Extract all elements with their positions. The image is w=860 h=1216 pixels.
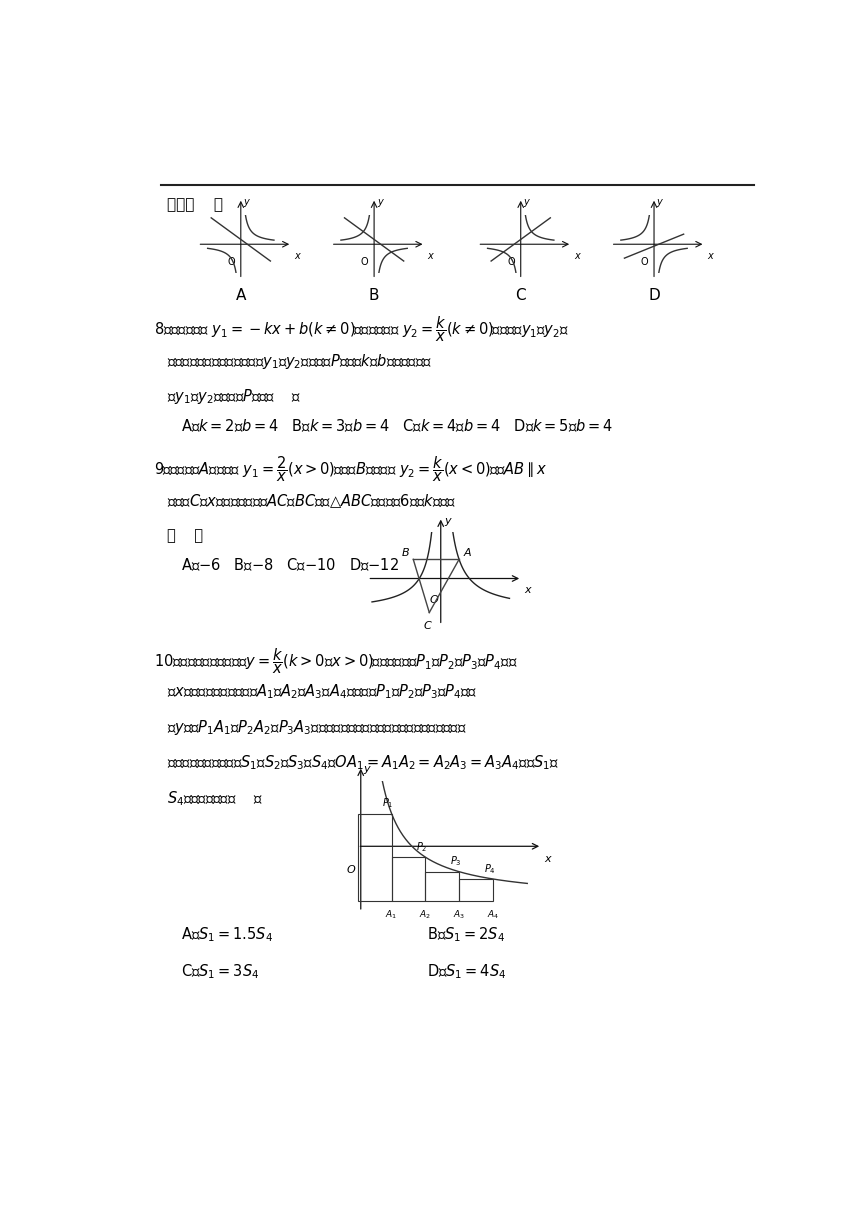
Text: D．$S_1=4S_4$: D．$S_1=4S_4$ [427, 962, 507, 981]
Text: $x$: $x$ [544, 854, 553, 863]
Text: y: y [377, 197, 383, 207]
Text: B．$S_1=2S_4$: B．$S_1=2S_4$ [427, 925, 506, 944]
Bar [426, 872, 459, 901]
Text: $O$: $O$ [346, 863, 356, 876]
Text: A．$k=2$，$b=4$   B．$k=3$，$b=4$   C．$k=4$，$b=4$   D．$k=5$，$b=4$: A．$k=2$，$b=4$ B．$k=3$，$b=4$ C．$k=4$，$b=4… [181, 417, 613, 434]
Text: 10．如图，过反比例函数$y=\dfrac{k}{x}$($k>0$，$x>0$)图象上的四点$P_1$，$P_2$，$P_3$，$P_4$分别: 10．如图，过反比例函数$y=\dfrac{k}{x}$($k>0$，$x>0$… [154, 647, 518, 676]
Text: $B$: $B$ [401, 546, 410, 558]
Text: A: A [236, 288, 246, 303]
Text: O: O [641, 258, 648, 268]
Text: $S_4$的数量关系为（    ）: $S_4$的数量关系为（ ） [168, 789, 263, 807]
Text: $P_2$: $P_2$ [416, 840, 427, 854]
Text: $y$: $y$ [444, 516, 453, 528]
Text: $P_3$: $P_3$ [450, 855, 462, 868]
Text: O: O [361, 258, 368, 268]
Text: D: D [648, 288, 660, 303]
Text: 的面积从左到右依次为$S_1$，$S_2$，$S_3$，$S_4$，$OA_1=A_1A_2=A_2A_3=A_3A_4$，则$S_1$与: 的面积从左到右依次为$S_1$，$S_2$，$S_3$，$S_4$，$OA_1=… [168, 754, 560, 772]
Text: $A_1$: $A_1$ [385, 908, 397, 921]
Text: $A_2$: $A_2$ [420, 908, 432, 921]
Text: x: x [707, 250, 713, 260]
Text: A．$S_1=1.5S_4$: A．$S_1=1.5S_4$ [181, 925, 273, 944]
Text: y: y [524, 197, 529, 207]
Text: 8．设一次函数 $y_1=-kx+b$($k\neq0$)，反比例函数 $y_2=\dfrac{k}{x}$($k\neq0$)．若函数$y_1$和$y_2$的: 8．设一次函数 $y_1=-kx+b$($k\neq0$)，反比例函数 $y_2… [154, 315, 569, 344]
Text: C．$S_1=3S_4$: C．$S_1=3S_4$ [181, 962, 259, 981]
Text: x: x [574, 250, 580, 260]
Text: $P_1$: $P_1$ [383, 796, 394, 810]
Text: x: x [427, 250, 433, 260]
Text: 轴，点$C$是$x$轴上一点，连接$AC$，$BC$，若△$ABC$的面积是6，则$k$的值为: 轴，点$C$是$x$轴上一点，连接$AC$，$BC$，若△$ABC$的面积是6，… [168, 492, 457, 510]
Text: $A_3$: $A_3$ [453, 908, 465, 921]
Text: $P_4$: $P_4$ [484, 862, 496, 876]
Text: 9．如图，点$A$在双曲线 $y_1=\dfrac{2}{x}$($x>0$)上，点$B$在双曲线 $y_2=\dfrac{k}{x}$($x<0$)上，$AB: 9．如图，点$A$在双曲线 $y_1=\dfrac{2}{x}$($x>0$)上… [154, 455, 548, 484]
Bar [459, 879, 494, 901]
Text: $A_4$: $A_4$ [488, 908, 500, 921]
Text: x: x [294, 250, 300, 260]
Bar [358, 814, 391, 901]
Text: 图象仅有一个交点，则称函数$y_1$和$y_2$具有性质$P$．以下$k$，$b$的取值，使函: 图象仅有一个交点，则称函数$y_1$和$y_2$具有性质$P$．以下$k$，$b… [168, 351, 433, 371]
Text: 作$x$轴的垂线，垂足分别为$A_1$，$A_2$，$A_3$，$A_4$，再过点$P_1$，$P_2$，$P_3$，$P_4$分别: 作$x$轴的垂线，垂足分别为$A_1$，$A_2$，$A_3$，$A_4$，再过… [168, 682, 478, 702]
Text: C: C [515, 288, 526, 303]
Text: （    ）: （ ） [168, 528, 204, 542]
Text: A．$-6$   B．$-8$   C．$-10$   D．$-12$: A．$-6$ B．$-8$ C．$-10$ D．$-12$ [181, 556, 399, 573]
Text: O: O [227, 258, 235, 268]
Text: y: y [657, 197, 662, 207]
Text: $C$: $C$ [423, 619, 433, 631]
Text: O: O [507, 258, 515, 268]
Text: 作$y$轴，$P_1A_1$，$P_2A_2$，$P_3A_3$的垂线，构造了四个相邻的矩形．若这四个矩形: 作$y$轴，$P_1A_1$，$P_2A_2$，$P_3A_3$的垂线，构造了四… [168, 717, 467, 737]
Bar [391, 857, 426, 901]
Text: $x$: $x$ [524, 585, 533, 595]
Text: $A$: $A$ [463, 546, 472, 558]
Text: 能是（    ）: 能是（ ） [168, 197, 224, 213]
Text: 数$y_1$和$y_2$具有性质$P$的是（    ）: 数$y_1$和$y_2$具有性质$P$的是（ ） [168, 388, 302, 406]
Text: $O$: $O$ [429, 593, 439, 606]
Text: y: y [243, 197, 249, 207]
Text: B: B [369, 288, 379, 303]
Text: $y$: $y$ [364, 764, 372, 776]
